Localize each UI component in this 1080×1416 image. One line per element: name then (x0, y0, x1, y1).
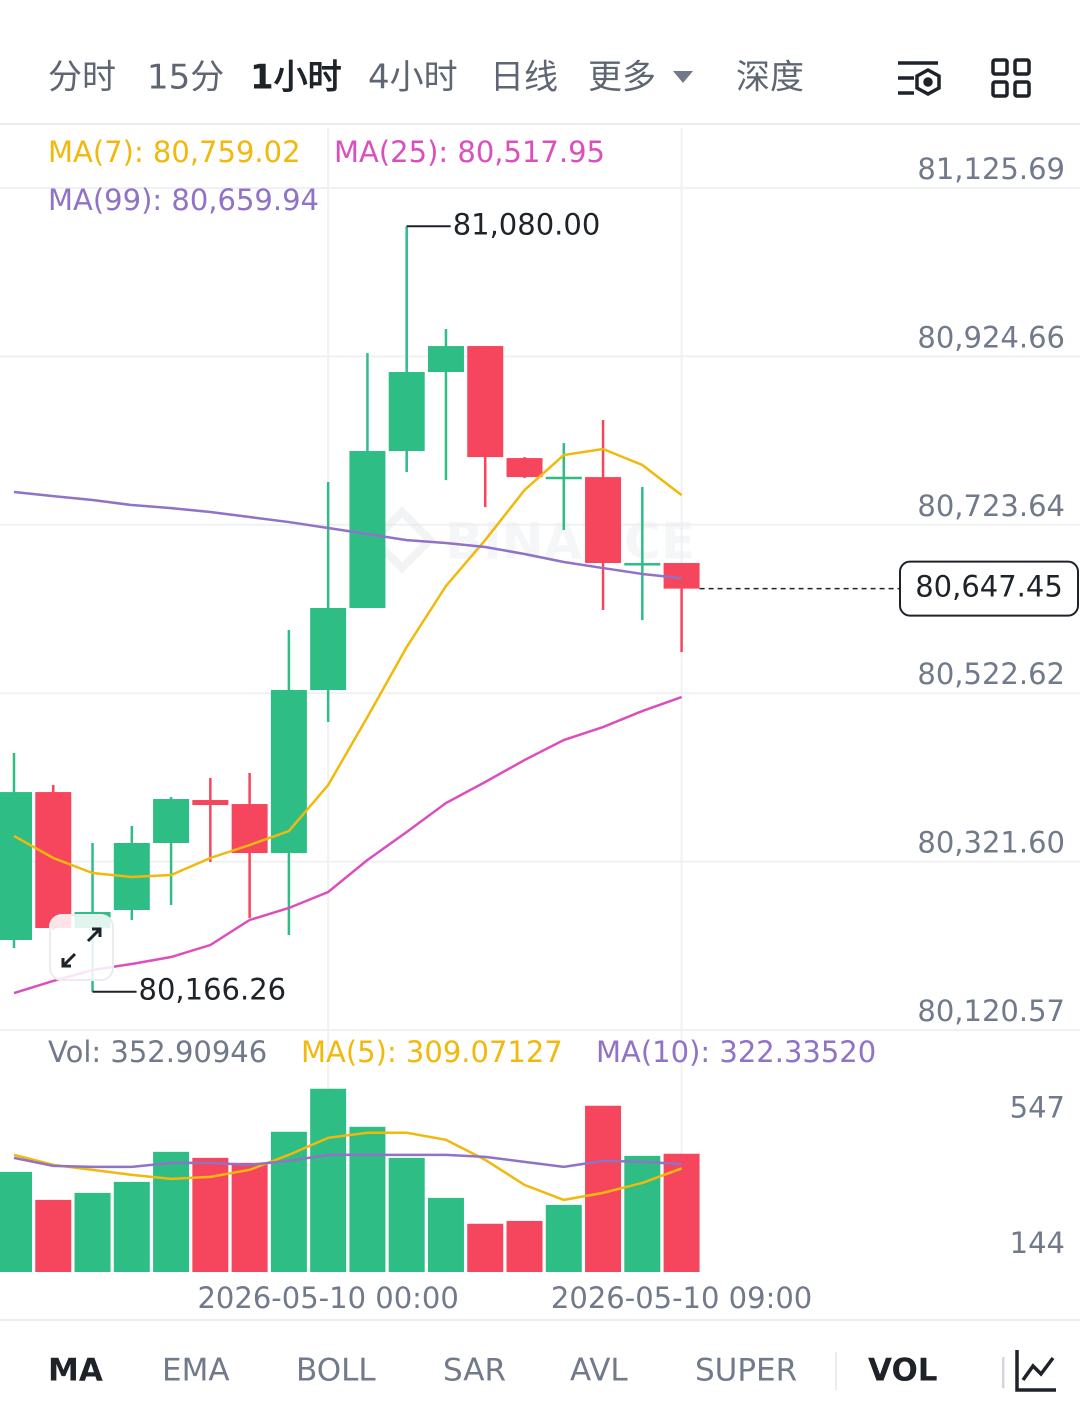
volume-bar (0, 1171, 32, 1272)
y-tick-label: 80,120.57 (917, 994, 1065, 1028)
candle-body (35, 792, 72, 929)
y-tick-label: 81,125.69 (917, 152, 1065, 186)
low-label: 80,166.26 (139, 973, 287, 1007)
y-tick-label: 80,321.60 (917, 826, 1065, 860)
timeframe-tab[interactable]: 4小时 (368, 58, 458, 98)
volume-bar (349, 1126, 386, 1272)
settings-icon[interactable] (898, 61, 941, 96)
indicator-tab[interactable]: MA (48, 1353, 103, 1389)
ma-line (13, 695, 683, 995)
volume-bar (310, 1088, 347, 1272)
y-tick-label: 144 (1010, 1226, 1065, 1260)
indicator-tab[interactable]: VOL (868, 1353, 938, 1389)
volume-chart: 2026-05-10 00:00 2026-05-10 09:00 144 547 Vo… (0, 1035, 1065, 1315)
volume-bar (231, 1162, 268, 1272)
watermark-text: BINANCE (445, 513, 695, 571)
y-tick-label: 80,522.62 (917, 657, 1065, 691)
timeframe-tab[interactable]: 1小时 (250, 58, 342, 98)
ma-line (13, 490, 682, 580)
indicator-bar: MA EMA BOLL SAR AVL SUPER VOL (48, 1353, 938, 1389)
volume-bar (153, 1151, 190, 1272)
volume-bar (427, 1197, 464, 1272)
volume-bar (113, 1181, 150, 1272)
timeframe-bar: 分时 15分 1小时 4小时 日线 更多 深度 (48, 58, 804, 98)
timeframe-tab[interactable]: 深度 (736, 58, 804, 98)
candle-body (349, 451, 386, 609)
timeframe-tab[interactable]: 分时 (48, 58, 116, 98)
current-price-box (899, 560, 1079, 617)
legend-entry: MA(25): 80,517.95 (334, 135, 605, 169)
candle-body (427, 346, 464, 373)
x-tick-label: 2026-05-10 09:00 (551, 1281, 812, 1315)
legend-entry: MA(5): 309.07127 (301, 1035, 563, 1069)
timeframe-tab[interactable]: 日线 (490, 58, 558, 98)
watermark: BINANCE (368, 506, 695, 574)
x-tick-label: 2026-05-10 00:00 (197, 1281, 458, 1315)
candle-body (0, 792, 32, 941)
legend-entry: Vol: 352.90946 (48, 1035, 267, 1069)
y-tick-label: 547 (1010, 1091, 1065, 1125)
indicator-tab[interactable]: EMA (162, 1353, 230, 1389)
high-label: 81,080.00 (453, 207, 601, 241)
candle-body (506, 458, 543, 478)
legend-entry: MA(10): 322.33520 (596, 1035, 876, 1069)
current-price-label: 80,647.45 (915, 570, 1063, 604)
candle-body (388, 372, 425, 452)
volume-ma-line (13, 1131, 683, 1202)
expand-button[interactable] (49, 914, 114, 981)
volume-ma-line (13, 1153, 682, 1169)
candle-body (270, 690, 307, 854)
volume-bar (506, 1220, 543, 1272)
volume-bar (663, 1153, 700, 1272)
candle-body (467, 346, 504, 458)
overflow-fade: | (998, 1353, 1008, 1389)
volume-bar (270, 1131, 307, 1272)
dropdown-arrow[interactable] (673, 71, 693, 83)
candle-body (153, 799, 190, 843)
indicator-tab[interactable]: SAR (443, 1353, 506, 1389)
candle-body (310, 608, 347, 691)
legend-entry: MA(7): 80,759.02 (48, 135, 301, 169)
volume-bar (35, 1199, 72, 1272)
y-tick-label: 80,924.66 (917, 320, 1065, 354)
price-chart: 80,120.57 80,321.60 80,522.62 80,723.64 80,9… (0, 128, 1080, 1272)
ma-line (13, 447, 683, 879)
candle-body (624, 563, 661, 566)
legend-entry: MA(99): 80,659.94 (48, 183, 319, 217)
candle-body (585, 477, 622, 564)
layout-icon[interactable] (991, 58, 1031, 98)
candle-body (545, 476, 582, 480)
volume-bar (467, 1223, 504, 1272)
volume-bar (545, 1204, 582, 1272)
y-tick-label: 80,723.64 (917, 489, 1065, 523)
volume-bar (74, 1192, 111, 1272)
timeframe-tab[interactable]: 更多 (588, 58, 656, 98)
chart-style-icon[interactable] (1015, 1350, 1056, 1392)
volume-bar (624, 1155, 661, 1272)
volume-bar (388, 1157, 425, 1272)
indicator-tab[interactable]: AVL (570, 1353, 628, 1389)
indicator-tab[interactable]: BOLL (296, 1353, 376, 1389)
candle-body (192, 800, 229, 806)
indicator-tab[interactable]: SUPER (695, 1353, 797, 1389)
timeframe-tab[interactable]: 15分 (147, 58, 224, 98)
